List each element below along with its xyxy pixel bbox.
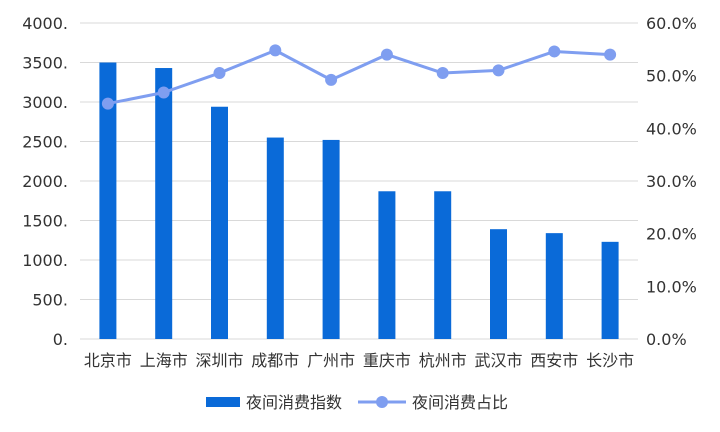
category-label: 北京市 — [84, 351, 132, 370]
line-point — [157, 86, 170, 99]
legend-line-label: 夜间消费占比 — [412, 393, 508, 412]
left-axis: 0. 500. 1000. 1500. 2000. 2500. 3000. 3500. 4000… — [22, 14, 68, 349]
bar — [211, 106, 228, 340]
right-axis: 0.0% 10.0% 20.0% 30.0% 40.0% 50.0% 60.0% — [646, 14, 697, 349]
line-point — [101, 97, 114, 110]
line-point — [604, 48, 617, 61]
left-tick-label: 1000. — [22, 251, 68, 270]
bar — [99, 62, 117, 339]
series-line — [107, 48, 611, 106]
bar — [545, 233, 563, 339]
legend: 夜间消费指数 夜间消费占比 — [206, 393, 508, 412]
right-tick-label: 0.0% — [646, 330, 687, 349]
left-tick-label: 500. — [32, 291, 68, 310]
right-tick-label: 60.0% — [646, 14, 697, 33]
left-tick-label: 3500. — [22, 54, 68, 73]
bar — [322, 139, 340, 339]
category-label: 重庆市 — [363, 351, 411, 370]
legend-bar-label: 夜间消费指数 — [246, 393, 342, 412]
category-label: 长沙市 — [586, 351, 634, 370]
right-tick-label: 40.0% — [646, 119, 697, 138]
bar — [434, 191, 452, 339]
gridlines — [80, 22, 638, 340]
category-label: 广州市 — [307, 351, 355, 370]
left-tick-label: 2500. — [22, 133, 68, 152]
line-point — [492, 64, 505, 77]
line-point — [380, 48, 393, 61]
line-point — [269, 44, 282, 57]
left-tick-label: 3000. — [22, 93, 68, 112]
left-tick-label: 1500. — [22, 212, 68, 231]
line-point — [213, 67, 226, 80]
right-tick-label: 50.0% — [646, 67, 697, 86]
category-label: 上海市 — [140, 351, 188, 370]
right-tick-label: 30.0% — [646, 172, 697, 191]
category-labels: 北京市 上海市 深圳市 成都市 广州市 重庆市 杭州市 武汉市 西安市 长沙市 — [84, 351, 634, 370]
bar-series — [99, 62, 619, 340]
line-point — [548, 45, 561, 58]
line-point — [325, 73, 338, 86]
category-label: 杭州市 — [419, 351, 467, 370]
legend-bar-swatch — [206, 397, 240, 407]
bar — [490, 229, 507, 339]
line-point — [436, 67, 449, 80]
line-series — [101, 44, 617, 110]
left-tick-label: 2000. — [22, 172, 68, 191]
right-tick-label: 10.0% — [646, 277, 697, 296]
category-label: 武汉市 — [474, 351, 522, 370]
category-label: 西安市 — [530, 351, 578, 370]
left-tick-label: 4000. — [22, 14, 68, 33]
bar — [378, 191, 396, 339]
bar — [155, 68, 173, 339]
category-label: 成都市 — [251, 351, 299, 370]
category-label: 深圳市 — [195, 351, 243, 370]
right-tick-label: 20.0% — [646, 225, 697, 244]
left-tick-label: 0. — [53, 330, 68, 349]
bar — [266, 137, 284, 339]
legend-line-marker — [376, 396, 388, 408]
bar — [601, 241, 619, 339]
